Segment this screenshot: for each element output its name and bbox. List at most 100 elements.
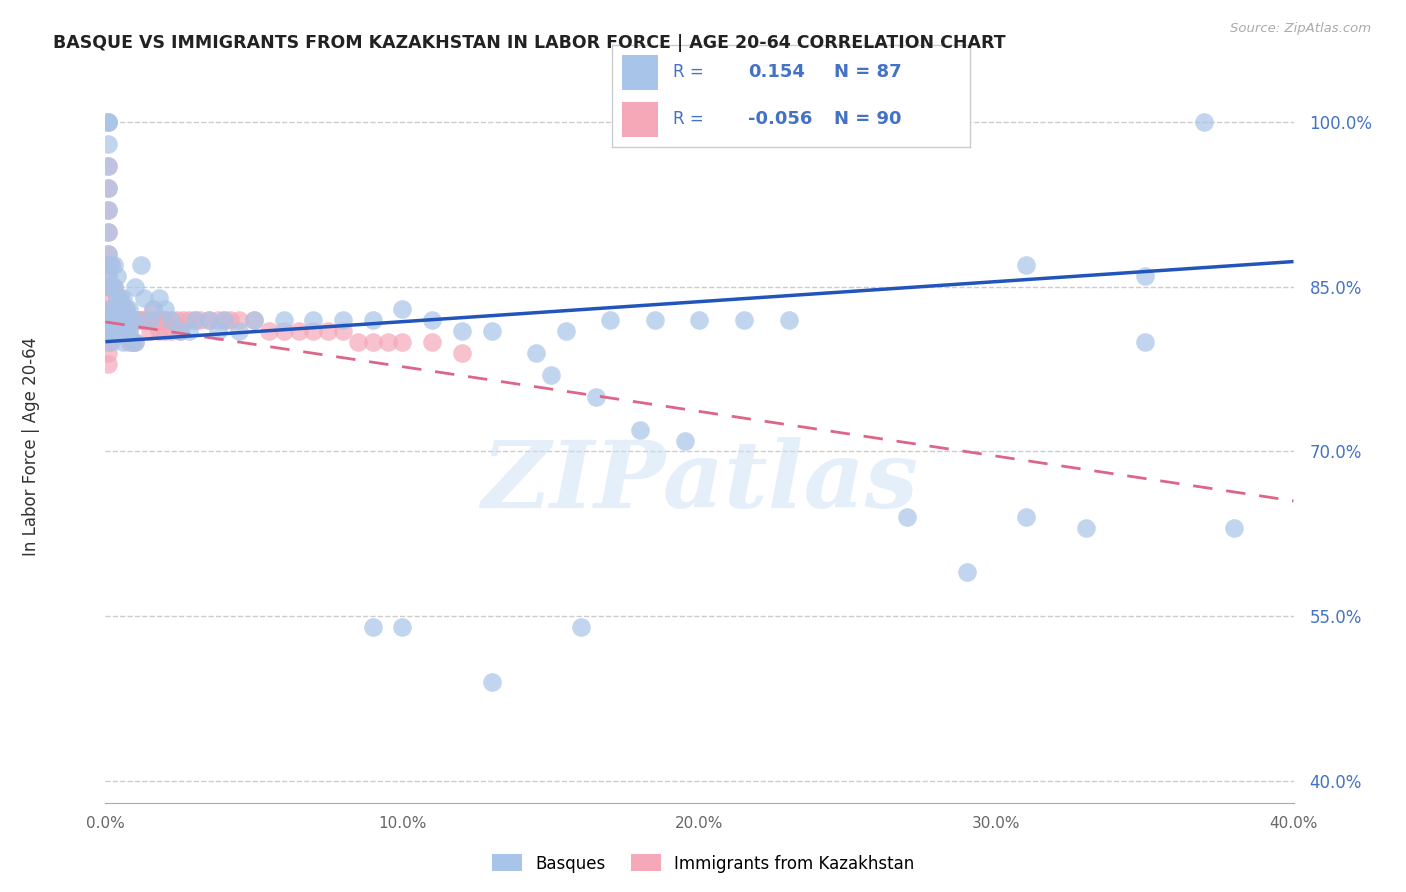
- Point: [100, 301, 122, 316]
- Point: [121, 334, 143, 349]
- Point: [391, 301, 413, 316]
- Point: [228, 324, 250, 338]
- Point: [100, 324, 122, 338]
- Point: [118, 301, 141, 316]
- Point: [118, 324, 141, 338]
- Point: [103, 312, 125, 326]
- Point: [100, 334, 122, 349]
- Point: [97, 115, 120, 129]
- Point: [103, 301, 125, 316]
- Point: [112, 301, 135, 316]
- Point: [139, 312, 162, 326]
- Point: [115, 324, 138, 338]
- Point: [273, 324, 295, 338]
- Text: R =: R =: [672, 63, 703, 81]
- Point: [159, 324, 181, 338]
- Point: [214, 312, 236, 326]
- Point: [124, 280, 146, 294]
- Point: [105, 312, 128, 326]
- Point: [332, 324, 354, 338]
- Point: [97, 137, 120, 152]
- Point: [524, 345, 547, 359]
- Point: [420, 312, 443, 326]
- Text: Source: ZipAtlas.com: Source: ZipAtlas.com: [1230, 22, 1371, 36]
- Point: [569, 620, 592, 634]
- Point: [778, 312, 800, 326]
- Point: [391, 620, 413, 634]
- Point: [361, 620, 384, 634]
- Point: [115, 324, 138, 338]
- Point: [450, 345, 472, 359]
- Point: [112, 312, 135, 326]
- Point: [1194, 115, 1216, 129]
- Point: [103, 280, 125, 294]
- Text: In Labor Force | Age 20-64: In Labor Force | Age 20-64: [22, 336, 39, 556]
- Point: [105, 312, 128, 326]
- Point: [105, 291, 128, 305]
- Text: BASQUE VS IMMIGRANTS FROM KAZAKHSTAN IN LABOR FORCE | AGE 20-64 CORRELATION CHAR: BASQUE VS IMMIGRANTS FROM KAZAKHSTAN IN …: [53, 34, 1007, 52]
- Point: [97, 225, 120, 239]
- Point: [689, 312, 711, 326]
- Point: [673, 434, 696, 448]
- Point: [1074, 521, 1097, 535]
- Point: [198, 312, 221, 326]
- Point: [198, 312, 221, 326]
- Point: [103, 312, 125, 326]
- Point: [228, 312, 250, 326]
- Point: [177, 312, 200, 326]
- Point: [148, 312, 170, 326]
- Point: [97, 202, 120, 217]
- Point: [599, 312, 621, 326]
- Point: [136, 312, 159, 326]
- Text: R =: R =: [672, 111, 703, 128]
- Point: [100, 312, 122, 326]
- Point: [132, 291, 155, 305]
- Point: [420, 334, 443, 349]
- Point: [243, 312, 266, 326]
- Point: [124, 312, 146, 326]
- Point: [97, 115, 120, 129]
- Point: [316, 324, 339, 338]
- Point: [302, 312, 325, 326]
- Text: -0.056: -0.056: [748, 111, 813, 128]
- Point: [207, 324, 229, 338]
- Legend: Basques, Immigrants from Kazakhstan: Basques, Immigrants from Kazakhstan: [485, 847, 921, 880]
- Point: [150, 312, 173, 326]
- Point: [153, 301, 176, 316]
- Point: [148, 291, 170, 305]
- Point: [145, 312, 167, 326]
- Point: [97, 115, 120, 129]
- Point: [540, 368, 562, 382]
- Point: [153, 312, 176, 326]
- Point: [1015, 258, 1038, 272]
- Point: [100, 258, 122, 272]
- Point: [97, 357, 120, 371]
- Point: [148, 324, 170, 338]
- Point: [1133, 334, 1156, 349]
- Point: [121, 312, 143, 326]
- Point: [1223, 521, 1246, 535]
- Point: [124, 334, 146, 349]
- Point: [112, 334, 135, 349]
- Point: [450, 324, 472, 338]
- Point: [100, 280, 122, 294]
- Point: [118, 324, 141, 338]
- Point: [121, 312, 143, 326]
- Point: [287, 324, 309, 338]
- Point: [97, 268, 120, 283]
- Point: [100, 258, 122, 272]
- Point: [110, 301, 132, 316]
- Point: [361, 312, 384, 326]
- Point: [159, 312, 181, 326]
- Point: [127, 312, 149, 326]
- Point: [103, 324, 125, 338]
- Point: [554, 324, 576, 338]
- Point: [97, 225, 120, 239]
- Point: [118, 334, 141, 349]
- Point: [361, 334, 384, 349]
- Point: [97, 324, 120, 338]
- Point: [129, 312, 152, 326]
- Point: [100, 301, 122, 316]
- Point: [115, 301, 138, 316]
- Point: [166, 312, 188, 326]
